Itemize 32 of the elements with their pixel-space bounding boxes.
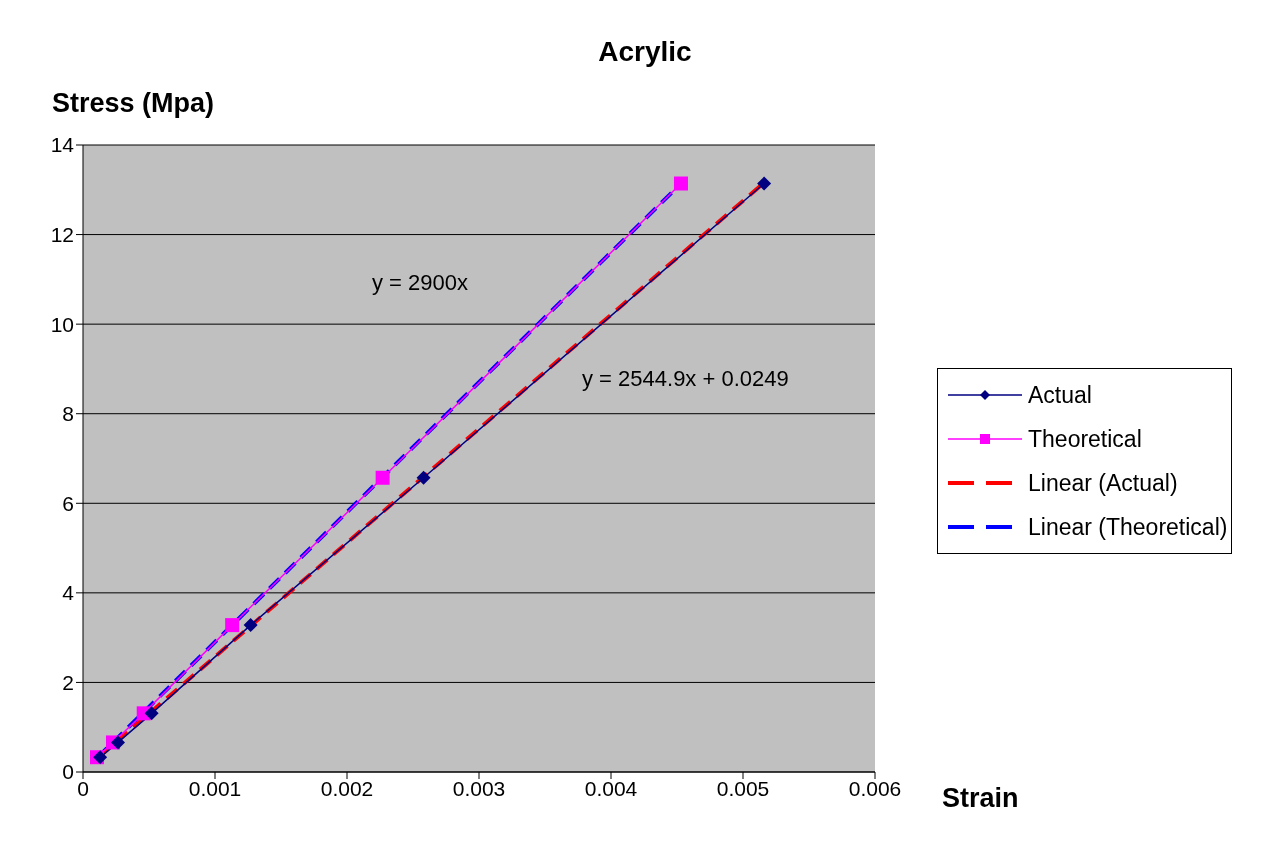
x-tick-label: 0.003	[452, 776, 506, 800]
y-axis-title: Stress (Mpa)	[52, 88, 215, 119]
y-tick-label: 12	[50, 223, 74, 247]
x-tick-label: 0.006	[848, 776, 902, 800]
point	[93, 750, 108, 765]
y-tick-label: 6	[62, 491, 74, 515]
y-tick-label: 2	[62, 670, 74, 694]
point	[144, 706, 159, 721]
x-tick-label: 0.002	[320, 776, 374, 800]
y-tick-label: 8	[62, 402, 74, 426]
y-tick-label: 4	[62, 581, 75, 605]
legend-label: Actual	[1028, 381, 1092, 409]
point	[375, 470, 390, 485]
chart-title: Acrylic	[597, 36, 693, 68]
x-axis-title: Strain	[942, 783, 1019, 814]
x-tick-label: 0.004	[584, 776, 638, 800]
y-tick-label: 14	[50, 133, 75, 157]
point	[673, 176, 688, 191]
annotation: y = 2900x	[372, 270, 469, 296]
annotation: y = 2544.9x + 0.0249	[582, 366, 789, 392]
x-tick-label: 0.005	[716, 776, 770, 800]
point	[416, 470, 431, 485]
point	[757, 176, 772, 191]
legend-label: Theoretical	[1028, 425, 1142, 453]
x-tick-label: 0.001	[188, 776, 242, 800]
y-tick-label: 0	[62, 760, 74, 784]
point	[225, 618, 240, 633]
y-tick-label: 10	[50, 312, 74, 336]
legend-label: Linear (Theoretical)	[1028, 513, 1228, 541]
legend-label: Linear (Actual)	[1028, 469, 1178, 497]
point	[110, 735, 125, 750]
point	[243, 618, 258, 633]
